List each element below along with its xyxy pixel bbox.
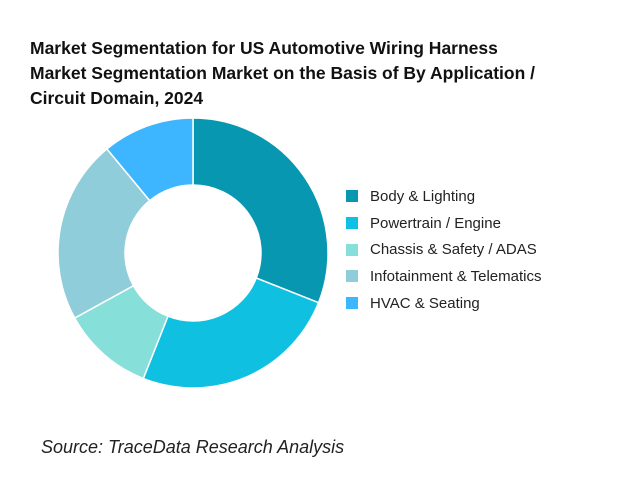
chart-title: Market Segmentation for US Automotive Wi… <box>30 36 620 111</box>
legend-swatch <box>346 270 358 283</box>
donut-slice-2 <box>142 277 320 389</box>
donut-slice-5 <box>105 117 194 202</box>
legend-swatch <box>346 297 358 310</box>
legend-item-1: Body & Lighting <box>346 183 541 210</box>
source-note: Source: TraceData Research Analysis <box>41 437 345 457</box>
chart-legend: Body & Lighting Powertrain / Engine Chassi… <box>346 183 541 316</box>
chart-title-line-2: Market Segmentation Market on the Basis … <box>30 63 535 83</box>
legend-swatch <box>346 243 358 256</box>
legend-item-2: Powertrain / Engine <box>346 210 541 237</box>
legend-label: Chassis & Safety / ADAS <box>370 241 537 259</box>
chart-title-line-1: Market Segmentation for US Automotive Wi… <box>30 38 498 58</box>
legend-swatch <box>346 217 358 230</box>
donut-slice-1 <box>192 117 329 304</box>
legend-label: Powertrain / Engine <box>370 214 501 232</box>
legend-label: Infotainment & Telematics <box>370 267 542 285</box>
legend-label: HVAC & Seating <box>370 294 480 312</box>
legend-swatch <box>346 190 358 203</box>
donut-slice-4 <box>57 147 151 320</box>
chart-title-line-3: Circuit Domain, 2024 <box>30 88 204 108</box>
legend-item-3: Chassis & Safety / ADAS <box>346 236 541 263</box>
legend-label: Body & Lighting <box>370 187 476 205</box>
legend-item-5: HVAC & Seating <box>346 290 541 317</box>
legend-item-4: Infotainment & Telematics <box>346 263 541 290</box>
